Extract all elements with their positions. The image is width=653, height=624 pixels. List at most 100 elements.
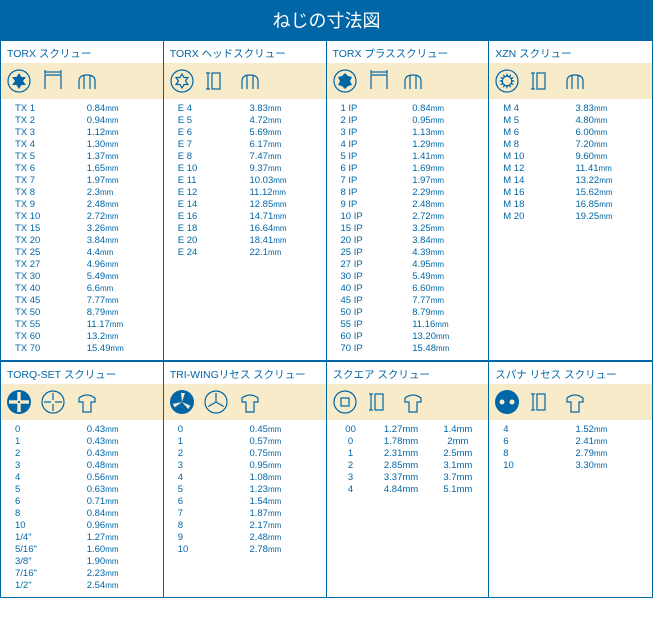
code-cell: E 8	[166, 150, 242, 162]
table-row: 82.79mm	[491, 447, 650, 459]
code-cell: 30 IP	[329, 270, 405, 282]
value-cell: 1.97mm	[79, 174, 161, 186]
code-cell: 2	[3, 447, 79, 459]
table-row: TX 5511.17mm	[3, 318, 161, 330]
value-cell: 7.77mm	[404, 294, 486, 306]
cell: 1.78mm	[373, 435, 430, 447]
value-cell: 14.71mm	[241, 210, 323, 222]
value-cell: 2.48mm	[241, 531, 323, 543]
code-cell: TX 70	[3, 342, 79, 354]
table-row: M 1413.22mm	[491, 174, 650, 186]
value-cell: 11.41mm	[567, 162, 650, 174]
icon-row	[327, 63, 489, 99]
icon-row	[1, 384, 163, 420]
value-cell: 1.60mm	[79, 543, 161, 555]
measure-side-icon	[527, 67, 555, 95]
value-cell: 1.87mm	[241, 507, 323, 519]
table-row: TX 6013.2mm	[3, 330, 161, 342]
code-cell: M 8	[491, 138, 567, 150]
table-row: TX 305.49mm	[3, 270, 161, 282]
table-row: M 54.80mm	[491, 114, 650, 126]
value-cell: 15.62mm	[567, 186, 650, 198]
value-cell: 0.95mm	[404, 114, 486, 126]
value-cell: 3.83mm	[567, 102, 650, 114]
data-area: 1 IP0.84mm2 IP0.95mm3 IP1.13mm4 IP1.29mm…	[327, 99, 489, 360]
code-cell: TX 8	[3, 186, 79, 198]
table-row: 6 IP1.69mm	[329, 162, 487, 174]
value-cell: 12.85mm	[241, 198, 323, 210]
section-header: スクエア スクリュー	[327, 362, 489, 384]
table-row: 001.27mm1.4mm	[329, 423, 487, 435]
xzn-star-icon	[493, 67, 521, 95]
cell: 3.7mm	[429, 471, 486, 483]
code-cell: TX 50	[3, 306, 79, 318]
code-cell: 5	[3, 483, 79, 495]
table-row: M 1615.62mm	[491, 186, 650, 198]
table-row: 27 IP4.95mm	[329, 258, 487, 270]
table-row: E 43.83mm	[166, 102, 324, 114]
cell: 4.84mm	[373, 483, 430, 495]
cell: 5.1mm	[429, 483, 486, 495]
cell: 2	[329, 459, 373, 471]
icon-row	[327, 384, 489, 420]
code-cell: TX 3	[3, 126, 79, 138]
code-cell: 0	[166, 423, 242, 435]
section-header: スパナ リセス スクリュー	[489, 362, 652, 384]
value-cell: 7.20mm	[567, 138, 650, 150]
value-cell: 0.48mm	[79, 459, 161, 471]
cell: 1.4mm	[429, 423, 486, 435]
table-row: E 54.72mm	[166, 114, 324, 126]
code-cell: E 20	[166, 234, 242, 246]
section: TRI-WINGリセス スクリュー00.45mm10.57mm20.75mm30…	[164, 361, 327, 597]
value-cell: 2.54mm	[79, 579, 161, 591]
table-row: 8 IP2.29mm	[329, 186, 487, 198]
code-cell: 45 IP	[329, 294, 405, 306]
measure-side-icon	[365, 388, 393, 416]
table-row: 00.45mm	[166, 423, 324, 435]
icon-row	[1, 63, 163, 99]
table-row: TX 41.30mm	[3, 138, 161, 150]
value-cell: 1.41mm	[404, 150, 486, 162]
value-cell: 5.49mm	[404, 270, 486, 282]
table-row: E 87.47mm	[166, 150, 324, 162]
table-row: E 76.17mm	[166, 138, 324, 150]
code-cell: TX 55	[3, 318, 79, 330]
section: TORX スクリューTX 10.84mmTX 20.94mmTX 31.12mm…	[1, 40, 164, 360]
code-cell: 3 IP	[329, 126, 405, 138]
table-row: 10 IP2.72mm	[329, 210, 487, 222]
value-cell: 3.30mm	[567, 459, 650, 471]
data-table: TX 10.84mmTX 20.94mmTX 31.12mmTX 41.30mm…	[3, 102, 161, 354]
icon-row	[164, 384, 326, 420]
value-cell: 0.94mm	[79, 114, 161, 126]
table-row: E 1816.64mm	[166, 222, 324, 234]
value-cell: 0.63mm	[79, 483, 161, 495]
data-table: E 43.83mmE 54.72mmE 65.69mmE 76.17mmE 87…	[166, 102, 324, 258]
table-row: M 43.83mm	[491, 102, 650, 114]
table-row: E 1211.12mm	[166, 186, 324, 198]
torx-plus-icon	[331, 67, 359, 95]
code-cell: M 5	[491, 114, 567, 126]
table-row: 40.56mm	[3, 471, 161, 483]
code-cell: TX 10	[3, 210, 79, 222]
section-header: TORQ-SET スクリュー	[1, 362, 163, 384]
cell: 2.5mm	[429, 447, 486, 459]
code-cell: TX 15	[3, 222, 79, 234]
code-cell: M 10	[491, 150, 567, 162]
data-area: 001.27mm1.4mm01.78mm2mm12.31mm2.5mm22.85…	[327, 420, 489, 501]
table-row: 00.43mm	[3, 423, 161, 435]
section: スクエア スクリュー001.27mm1.4mm01.78mm2mm12.31mm…	[327, 361, 490, 597]
cell: 1.27mm	[373, 423, 430, 435]
cell: 4	[329, 483, 373, 495]
table-row: 40 IP6.60mm	[329, 282, 487, 294]
section-header: TRI-WINGリセス スクリュー	[164, 362, 326, 384]
value-cell: 1.69mm	[404, 162, 486, 174]
data-table: 001.27mm1.4mm01.78mm2mm12.31mm2.5mm22.85…	[329, 423, 487, 495]
square-drive-icon	[331, 388, 359, 416]
code-cell: 50 IP	[329, 306, 405, 318]
value-cell: 0.43mm	[79, 435, 161, 447]
value-cell: 1.52mm	[567, 423, 650, 435]
value-cell: 11.17mm	[79, 318, 161, 330]
value-cell: 1.37mm	[79, 150, 161, 162]
code-cell: 10	[491, 459, 567, 471]
code-cell: M 14	[491, 174, 567, 186]
